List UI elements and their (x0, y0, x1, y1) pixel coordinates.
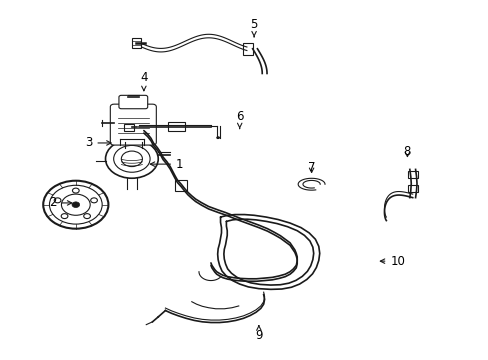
Text: 7: 7 (307, 161, 315, 174)
Text: 6: 6 (236, 110, 243, 129)
Bar (243, 44, 252, 55)
Text: 4: 4 (140, 71, 147, 91)
Text: 2: 2 (49, 197, 72, 210)
FancyBboxPatch shape (110, 104, 156, 145)
Bar (407, 171, 418, 177)
Text: 3: 3 (85, 136, 111, 149)
Text: 10: 10 (380, 255, 405, 267)
Text: 8: 8 (403, 145, 410, 158)
Circle shape (72, 202, 80, 207)
Bar (175, 180, 186, 190)
Bar (167, 122, 184, 131)
FancyBboxPatch shape (119, 95, 147, 109)
Text: 1: 1 (150, 158, 183, 171)
Bar (407, 185, 418, 192)
Circle shape (216, 136, 220, 139)
Text: 5: 5 (250, 18, 257, 37)
Bar (132, 38, 140, 48)
Text: 9: 9 (255, 325, 262, 342)
Bar (123, 123, 134, 131)
